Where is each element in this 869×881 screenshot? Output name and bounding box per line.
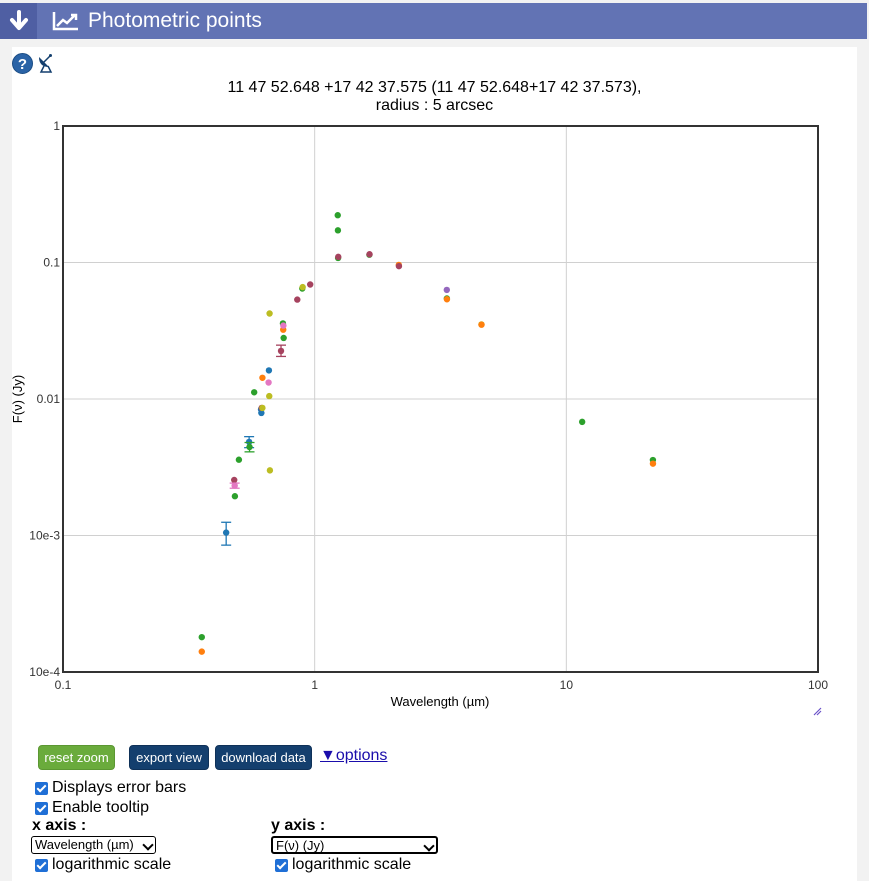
x-axis-title: Wavelength (µm) xyxy=(391,694,490,709)
y-tick-label: 0.01 xyxy=(37,392,61,406)
data-point[interactable] xyxy=(334,212,341,219)
data-point[interactable] xyxy=(335,253,342,261)
plot-frame xyxy=(62,125,819,673)
y-log-checkbox[interactable] xyxy=(275,858,288,872)
tooltip-option[interactable]: Enable tooltip xyxy=(35,799,149,817)
collapse-toggle[interactable] xyxy=(0,3,37,39)
x-axis-select-label: x axis : xyxy=(32,817,87,834)
data-point[interactable] xyxy=(265,367,273,374)
data-point[interactable] xyxy=(294,296,301,303)
chart-panel xyxy=(12,47,857,881)
x-tick-label: 10 xyxy=(560,678,574,692)
x-axis-select-value: Wavelength (µm) xyxy=(35,837,134,852)
y-tick-label: 0.1 xyxy=(43,256,60,270)
data-point[interactable] xyxy=(231,493,239,500)
panel-title: Photometric points xyxy=(88,9,262,32)
y-tick-label: 10e-3 xyxy=(29,529,60,543)
data-point[interactable] xyxy=(231,476,238,484)
y-log-label: logarithmic scale xyxy=(292,856,412,873)
data-point[interactable] xyxy=(478,321,485,328)
x-log-checkbox[interactable] xyxy=(35,858,48,872)
export-view-button[interactable]: export view xyxy=(129,745,209,770)
data-point[interactable] xyxy=(258,409,265,417)
data-point[interactable] xyxy=(334,227,342,234)
error-bars-option[interactable]: Displays error bars xyxy=(35,779,186,797)
resize-handle-icon[interactable] xyxy=(813,707,822,716)
data-point[interactable] xyxy=(307,281,314,288)
x-tick-label: 0.1 xyxy=(55,678,72,692)
tooltip-label: Enable tooltip xyxy=(52,799,149,816)
data-point[interactable] xyxy=(198,633,205,641)
data-point[interactable] xyxy=(395,262,403,270)
data-point[interactable] xyxy=(265,379,272,386)
data-point[interactable] xyxy=(231,482,238,489)
x-tick-label: 100 xyxy=(808,678,828,692)
data-point[interactable] xyxy=(235,456,243,463)
y-axis-select[interactable]: F(ν) (Jy) xyxy=(271,836,438,854)
data-point[interactable] xyxy=(366,251,373,258)
chevron-down-icon xyxy=(423,840,435,852)
y-axis-title: F(ν) (Jy) xyxy=(10,375,25,423)
line-chart-icon xyxy=(52,12,78,31)
chart-title: 11 47 52.648 +17 42 37.575 (11 47 52.648… xyxy=(227,79,642,96)
data-point[interactable] xyxy=(299,283,306,291)
help-icon[interactable]: ? xyxy=(12,53,33,74)
data-point[interactable] xyxy=(259,374,266,381)
data-point[interactable] xyxy=(578,418,586,426)
y-tick-label: 10e-4 xyxy=(29,665,60,679)
x-axis-select[interactable]: Wavelength (µm) xyxy=(31,836,156,854)
data-point[interactable] xyxy=(649,460,657,467)
data-point[interactable] xyxy=(443,286,451,294)
data-point[interactable] xyxy=(443,296,451,303)
reset-zoom-button[interactable]: reset zoom xyxy=(38,745,115,770)
data-point[interactable] xyxy=(250,389,258,396)
data-point[interactable] xyxy=(198,648,205,655)
error-bars-checkbox[interactable] xyxy=(35,781,48,795)
panel-header: Photometric points xyxy=(0,3,867,39)
x-tick-label: 1 xyxy=(311,678,318,692)
data-point[interactable] xyxy=(259,404,266,412)
x-log-option[interactable]: logarithmic scale xyxy=(35,856,171,874)
satellite-dish-icon[interactable] xyxy=(36,53,54,73)
chart-subtitle: radius : 5 arcsec xyxy=(375,97,494,114)
chevron-down-icon xyxy=(142,839,154,851)
y-axis-select-label: y axis : xyxy=(271,817,326,834)
tooltip-checkbox[interactable] xyxy=(35,801,48,815)
data-point[interactable] xyxy=(280,334,287,342)
error-bars-label: Displays error bars xyxy=(52,779,187,796)
data-point[interactable] xyxy=(280,322,287,329)
y-axis-select-value: F(ν) (Jy) xyxy=(276,838,325,853)
data-point[interactable] xyxy=(266,310,273,317)
download-data-button[interactable]: download data xyxy=(215,745,312,770)
options-link[interactable]: ▼options xyxy=(320,747,388,764)
data-point[interactable] xyxy=(222,529,230,536)
data-point[interactable] xyxy=(246,443,253,451)
x-log-label: logarithmic scale xyxy=(52,856,172,873)
data-point[interactable] xyxy=(266,392,273,400)
y-log-option[interactable]: logarithmic scale xyxy=(275,856,411,874)
data-point[interactable] xyxy=(277,347,285,355)
data-point[interactable] xyxy=(266,467,274,474)
arrow-down-icon xyxy=(9,10,28,30)
y-tick-label: 1 xyxy=(53,119,60,133)
